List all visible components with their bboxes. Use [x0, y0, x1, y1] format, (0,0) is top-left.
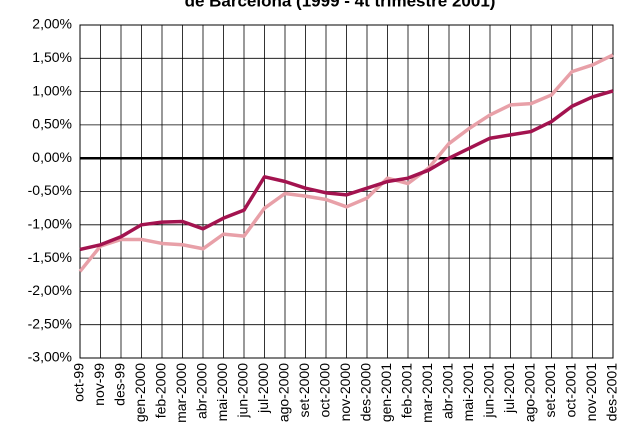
- x-tick-label: mar-2001: [419, 363, 435, 423]
- x-tick-label: oct-99: [71, 363, 87, 402]
- x-tick-label: ago-2000: [276, 363, 292, 422]
- y-tick-label: -3,00%: [28, 349, 72, 365]
- x-tick-label: oct-2001: [563, 363, 579, 418]
- x-tick-label: feb-2000: [153, 363, 169, 418]
- y-tick-label: 2,00%: [32, 16, 72, 32]
- x-tick-label: feb-2001: [399, 363, 415, 418]
- x-tick-label: gen-2001: [378, 363, 394, 422]
- x-tick-label: abr-2000: [194, 363, 210, 419]
- y-tick-label: -1,00%: [28, 216, 72, 232]
- series-line: [79, 89, 614, 252]
- y-tick-label: 0,00%: [32, 149, 72, 165]
- x-tick-label: set-2001: [542, 363, 558, 418]
- y-tick-label: -1,50%: [28, 249, 72, 265]
- x-tick-label: jun-2001: [481, 363, 497, 419]
- y-tick-label: 1,50%: [32, 49, 72, 65]
- y-tick-label: 1,00%: [32, 82, 72, 98]
- series-line: [78, 53, 614, 273]
- y-tick-label: 0,50%: [32, 116, 72, 132]
- y-tick-label: -2,50%: [28, 315, 72, 331]
- x-tick-label: mai-2001: [460, 363, 476, 422]
- y-tick-label: -0,50%: [28, 182, 72, 198]
- x-tick-label: jul-2001: [501, 363, 517, 414]
- x-tick-label: set-2000: [296, 363, 312, 418]
- x-tick-label: des-2001: [604, 363, 620, 422]
- chart-title: de Barcelona (1999 - 4t trimestre 2001): [185, 0, 496, 10]
- x-tick-label: oct-2000: [317, 363, 333, 418]
- x-tick-label: des-99: [112, 363, 128, 406]
- y-tick-label: -2,00%: [28, 282, 72, 298]
- x-tick-label: mar-2000: [173, 363, 189, 423]
- x-tick-label: nov-2000: [337, 363, 353, 422]
- x-tick-label: ago-2001: [522, 363, 538, 422]
- x-tick-label: jun-2000: [235, 363, 251, 419]
- x-tick-label: abr-2001: [440, 363, 456, 419]
- x-tick-label: nov-99: [91, 363, 107, 406]
- x-tick-label: nov-2001: [583, 363, 599, 422]
- x-tick-label: jul-2000: [255, 363, 271, 414]
- x-tick-label: gen-2000: [132, 363, 148, 422]
- x-tick-label: mai-2000: [214, 363, 230, 422]
- x-tick-label: des-2000: [358, 363, 374, 422]
